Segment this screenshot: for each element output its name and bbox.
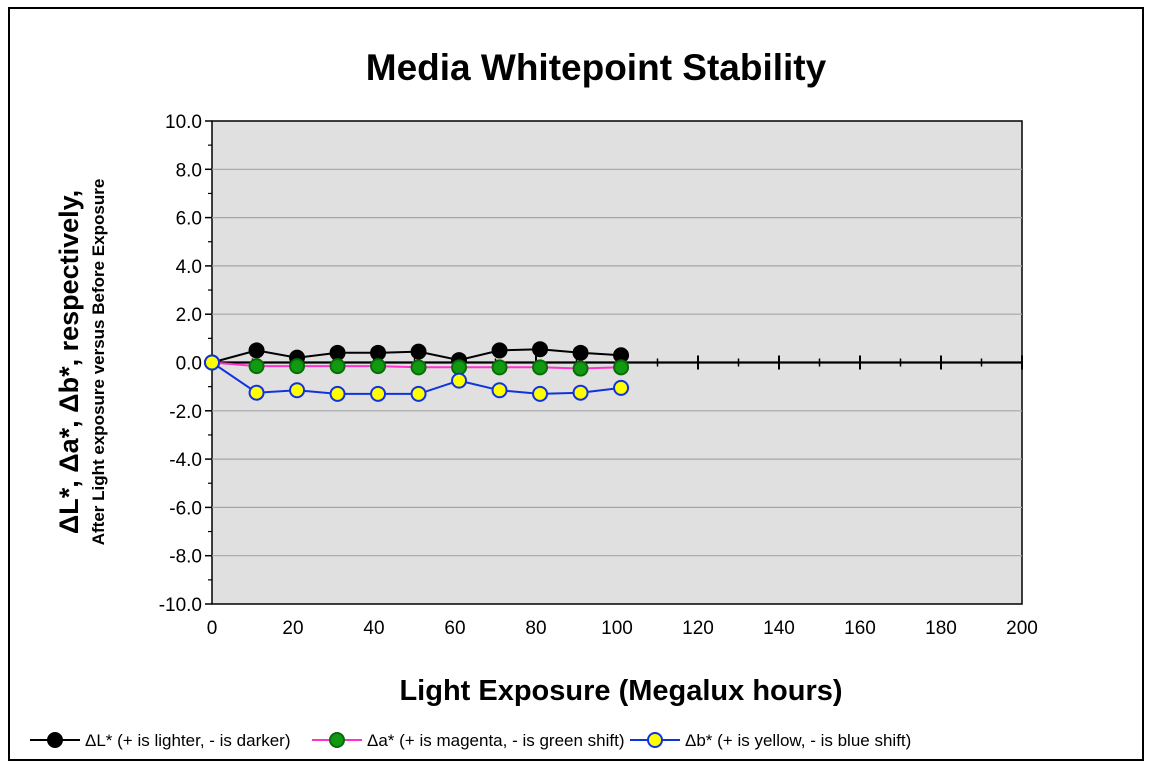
series-2-point (613, 359, 630, 376)
x-tick-label: 180 (925, 618, 957, 639)
legend: ΔL* (+ is lighter, - is darker) Δa* (+ is… (30, 731, 911, 750)
x-tick-label: 40 (363, 618, 384, 639)
series-3-point (532, 385, 549, 402)
x-tick-label: 100 (601, 618, 633, 639)
legend-marker-1 (47, 732, 63, 748)
legend-label-2: Δa* (+ is magenta, - is green shift) (367, 731, 625, 750)
series-2-point (572, 360, 589, 377)
x-tick-label: 60 (444, 618, 465, 639)
x-tick-label: 20 (282, 618, 303, 639)
series-2-point (491, 359, 508, 376)
y-axis-title: ΔL*, Δa*, Δb*, respectively, (54, 190, 84, 534)
legend-label-3: Δb* (+ is yellow, - is blue shift) (685, 731, 911, 750)
series-layer (204, 341, 630, 402)
series-2-point (532, 359, 549, 376)
y-tick-label: 0.0 (176, 354, 202, 375)
series-3-point (491, 382, 508, 399)
y-tick-label: -6.0 (169, 498, 202, 519)
series-1-point (491, 342, 508, 359)
x-tick-label: 80 (525, 618, 546, 639)
series-1-point (329, 344, 346, 361)
legend-marker-2 (329, 732, 345, 748)
y-tick-label: 4.0 (176, 257, 202, 278)
x-tick-label: 140 (763, 618, 795, 639)
series-3-point (410, 385, 427, 402)
series-3-point (572, 384, 589, 401)
grid-lines (212, 168, 1022, 557)
series-2-point (451, 359, 468, 376)
x-tick-label: 120 (682, 618, 714, 639)
series-2-point (370, 358, 387, 375)
y-tick-label: -8.0 (169, 547, 202, 568)
y-axis: -10.0 -8.0 -6.0 -4.0 -2.0 0.0 2.0 4.0 6.0 8.0 10.0 (159, 112, 212, 616)
y-tick-label: 6.0 (176, 209, 202, 230)
y-axis-subtitle: After Light exposure versus Before Expos… (89, 179, 108, 546)
series-1-point (248, 342, 265, 359)
series-3-point (451, 372, 468, 389)
series-2-point (410, 359, 427, 376)
series-2-point (329, 358, 346, 375)
x-tick-label: 160 (844, 618, 876, 639)
y-tick-label: 8.0 (176, 160, 202, 181)
chart-title: Media Whitepoint Stability (366, 47, 827, 88)
series-1-point (572, 344, 589, 361)
legend-marker-3 (647, 732, 663, 748)
series-3-point (289, 382, 306, 399)
y-tick-label: -4.0 (169, 450, 202, 471)
series-3-point (329, 385, 346, 402)
legend-label-1: ΔL* (+ is lighter, - is darker) (85, 731, 291, 750)
series-1-point (532, 341, 549, 358)
series-3-point (204, 354, 220, 371)
series-1-point (410, 343, 427, 360)
x-tick-label: 200 (1006, 618, 1038, 639)
y-tick-label: -10.0 (159, 595, 202, 616)
series-2-point (248, 358, 265, 375)
y-tick-label: -2.0 (169, 402, 202, 423)
x-tick-label: 0 (207, 618, 218, 639)
x-axis-title: Light Exposure (Megalux hours) (399, 675, 842, 707)
y-tick-label: 10.0 (165, 112, 202, 133)
series-1-point (370, 344, 387, 361)
series-3-point (370, 385, 387, 402)
series-3-point (613, 379, 630, 396)
series-2-point (289, 358, 306, 375)
series-3-point (248, 384, 265, 401)
y-tick-label: 2.0 (176, 305, 202, 326)
